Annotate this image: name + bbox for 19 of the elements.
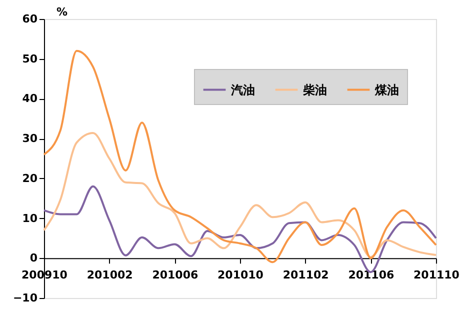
x-tick-label: 201102 [282,268,329,282]
y-tick-label: 50 [22,52,38,66]
x-tick-label: 201006 [152,268,198,282]
x-tick-label: 201110 [414,268,460,282]
y-axis-title: % [56,6,68,18]
legend-label: 柴油 [302,82,327,97]
line-series [43,50,437,264]
x-tick-label: 201010 [218,268,264,282]
y-tick-label: 60 [22,12,38,26]
legend-label: 煤油 [374,82,399,97]
y-tick-label: 0 [30,252,38,265]
y-tick-label: 20 [22,172,38,185]
y-tick-label: 30 [22,132,38,146]
legend-label: 汽油 [230,82,255,97]
x-tick-label: 201106 [348,268,394,282]
x-tick-label: 201002 [86,268,133,282]
y-tick-label: 40 [22,92,38,106]
y-tick-label: 10 [22,212,38,225]
y-tick-label: −10 [12,292,38,304]
